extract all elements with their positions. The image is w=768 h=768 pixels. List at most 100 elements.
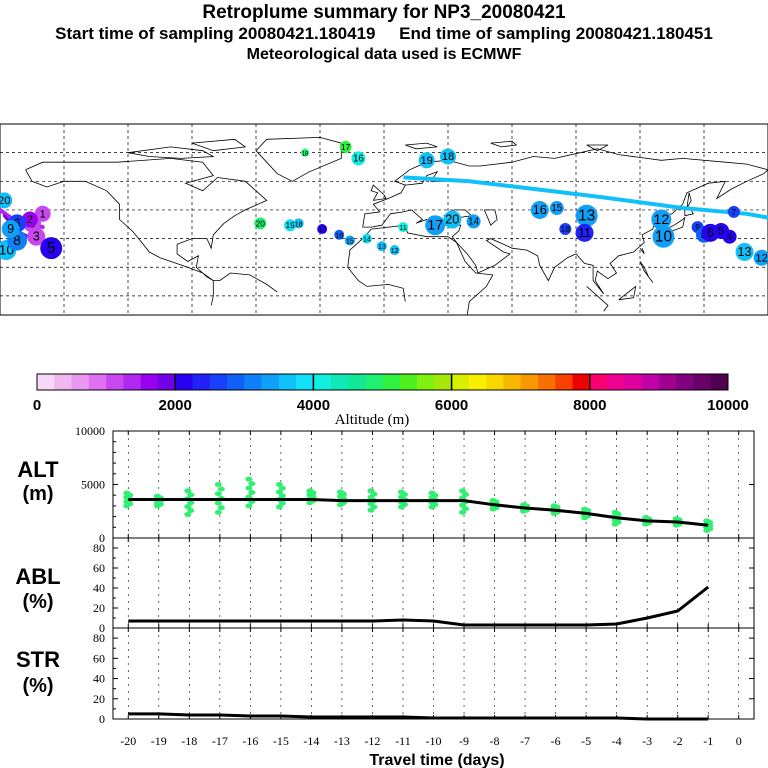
coastline: [618, 285, 637, 301]
colorbar-swatch: [399, 374, 418, 390]
x-tick-label: -10: [426, 734, 442, 748]
colorbar-swatch: [555, 374, 573, 390]
plume-point: [651, 209, 672, 230]
alt-spread-point: [275, 482, 283, 487]
panel-title: ALT: [17, 457, 59, 482]
colorbar-swatch: [417, 374, 435, 390]
plume-point: [40, 237, 63, 260]
colorbar: 0 2000 4000 6000 8000 10000: [33, 373, 749, 414]
alt-spread-point: [187, 508, 195, 514]
colorbar-swatch: [140, 374, 159, 390]
panel-ytick-label: 0: [99, 712, 105, 726]
alt-spread-point: [214, 509, 222, 515]
sampling-times: Start time of sampling 20080421.180419 E…: [0, 24, 768, 44]
plume-point-label: 10: [655, 229, 672, 246]
plume-point: [361, 233, 372, 244]
plume-point-label: 13: [578, 208, 595, 225]
panel-ytick-label: 0: [99, 621, 105, 635]
met-data-label: Meteorological data used is ECMWF: [246, 46, 522, 63]
plume-point-label: 5: [47, 240, 56, 257]
alt-spread-point: [245, 503, 253, 509]
panel-ytick-label: 60: [93, 651, 105, 665]
alt-spread-point: [336, 489, 344, 495]
plume-point: [425, 215, 446, 236]
colorbar-swatch: [278, 374, 297, 390]
plume-point: [339, 140, 352, 153]
panel-unit: (%): [22, 591, 53, 613]
plume-point-label: 17: [318, 227, 326, 234]
x-tick-label: -15: [273, 734, 289, 748]
end-time-label: End time of sampling 20080421.180451: [399, 24, 713, 43]
alt-spread-point: [245, 476, 253, 482]
panel-ytick-label: 0: [99, 531, 105, 545]
colorbar-swatch: [607, 374, 625, 390]
x-tick-label: -2: [673, 734, 683, 748]
plume-point-label: 12: [391, 248, 399, 255]
coastline: [639, 261, 654, 283]
plume-point-label: 14: [363, 237, 371, 244]
plume-point: [34, 205, 51, 222]
plume-points: 2010831269351716182019181716151413121117…: [0, 140, 768, 266]
coastline: [686, 192, 692, 209]
plume-point-label: 19: [420, 155, 432, 167]
alt-spread-point: [184, 511, 192, 517]
panel-ytick-label: 60: [93, 561, 105, 575]
alt-spread-point: [275, 504, 283, 510]
plume-point-label: 12: [755, 252, 767, 264]
coastline: [362, 148, 768, 228]
colorbar-swatch: [330, 374, 349, 390]
colorbar-swatch: [382, 374, 401, 390]
colorbar-swatch: [157, 374, 176, 390]
colorbar-swatch: [658, 374, 677, 390]
plume-point-label: 13: [378, 244, 386, 251]
plume-point: [27, 227, 46, 246]
colorbar-swatch: [192, 374, 211, 390]
x-tick-label: -19: [151, 734, 167, 748]
alt-spread-point: [214, 491, 222, 497]
plume-point: [575, 204, 598, 227]
x-tick-label: 0: [736, 734, 742, 748]
plume-point-label: 16: [353, 154, 364, 165]
alt-spread-point: [123, 490, 131, 496]
coastline: [25, 157, 268, 281]
colorbar-swatch: [486, 374, 504, 390]
plume-point: [466, 214, 481, 229]
colorbar-swatch: [365, 374, 383, 390]
coastline: [490, 140, 518, 148]
coastline: [191, 138, 247, 152]
plume-point-label: 18: [442, 151, 454, 163]
plume-point-label: 18: [302, 152, 309, 158]
plume-point: [753, 249, 768, 266]
panel-unit: (m): [22, 483, 53, 505]
plume-point: [549, 201, 564, 216]
plot-title: Retroplume summary for NP3_20080421: [202, 2, 566, 23]
coastline: [210, 280, 214, 306]
x-tick-label: -12: [364, 734, 380, 748]
plume-point-label: 18: [295, 221, 303, 228]
plume-point-label: 7: [732, 207, 737, 217]
alt-spread-point: [642, 515, 650, 521]
colorbar-swatch: [537, 374, 556, 390]
plume-point-label: 20: [0, 195, 10, 207]
colorbar-swatch: [589, 374, 608, 390]
alt-spread-point: [489, 498, 497, 504]
panel-title: STR: [16, 647, 60, 672]
plume-point-label: 20: [256, 218, 266, 228]
alt-spread-point: [153, 493, 161, 499]
alt-spread-point: [703, 518, 711, 524]
colorbar-tick-label: 8000: [573, 397, 606, 414]
plume-point: [398, 222, 409, 233]
plume-track: [403, 175, 768, 220]
colorbar-swatch: [296, 374, 314, 390]
plume-point: [575, 223, 594, 242]
time-series-panels: 0500010000ALT(m)020406080ABL(%)020406080…: [15, 424, 755, 748]
alt-spread-point: [217, 505, 225, 511]
colorbar-swatch: [71, 374, 90, 390]
plume-point: [344, 235, 355, 246]
plume-point-label: 11: [578, 226, 591, 240]
plume-point: [1, 220, 20, 239]
plume-point-label: 11: [400, 225, 407, 232]
alt-spread-point: [275, 489, 283, 495]
colorbar-swatch: [693, 374, 712, 390]
